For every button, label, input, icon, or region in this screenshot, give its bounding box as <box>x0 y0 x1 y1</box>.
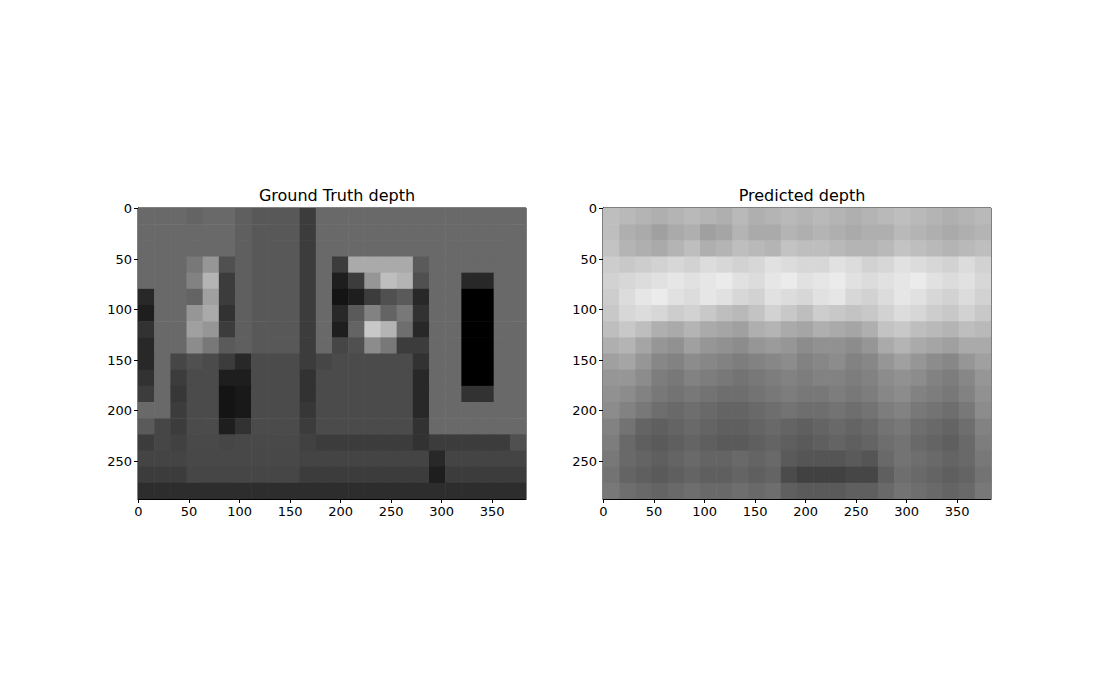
svg-text:350: 350 <box>945 504 970 519</box>
svg-text:Ground Truth depth: Ground Truth depth <box>259 186 415 205</box>
svg-text:50: 50 <box>115 252 132 267</box>
svg-text:100: 100 <box>227 504 252 519</box>
svg-text:0: 0 <box>124 201 132 216</box>
svg-text:100: 100 <box>572 302 597 317</box>
svg-text:200: 200 <box>572 403 597 418</box>
svg-text:0: 0 <box>599 504 607 519</box>
svg-text:150: 150 <box>107 353 132 368</box>
svg-text:150: 150 <box>743 504 768 519</box>
svg-text:300: 300 <box>429 504 454 519</box>
svg-text:50: 50 <box>646 504 663 519</box>
svg-text:0: 0 <box>589 201 597 216</box>
svg-text:100: 100 <box>692 504 717 519</box>
svg-text:150: 150 <box>572 353 597 368</box>
svg-text:250: 250 <box>572 454 597 469</box>
svg-text:150: 150 <box>278 504 303 519</box>
svg-text:350: 350 <box>480 504 505 519</box>
svg-text:250: 250 <box>379 504 404 519</box>
svg-text:Predicted depth: Predicted depth <box>739 186 866 205</box>
svg-text:200: 200 <box>328 504 353 519</box>
svg-text:300: 300 <box>894 504 919 519</box>
svg-text:250: 250 <box>844 504 869 519</box>
svg-text:50: 50 <box>181 504 198 519</box>
svg-text:100: 100 <box>107 302 132 317</box>
svg-text:0: 0 <box>134 504 142 519</box>
svg-text:250: 250 <box>107 454 132 469</box>
svg-text:200: 200 <box>793 504 818 519</box>
svg-text:200: 200 <box>107 403 132 418</box>
svg-text:50: 50 <box>580 252 597 267</box>
